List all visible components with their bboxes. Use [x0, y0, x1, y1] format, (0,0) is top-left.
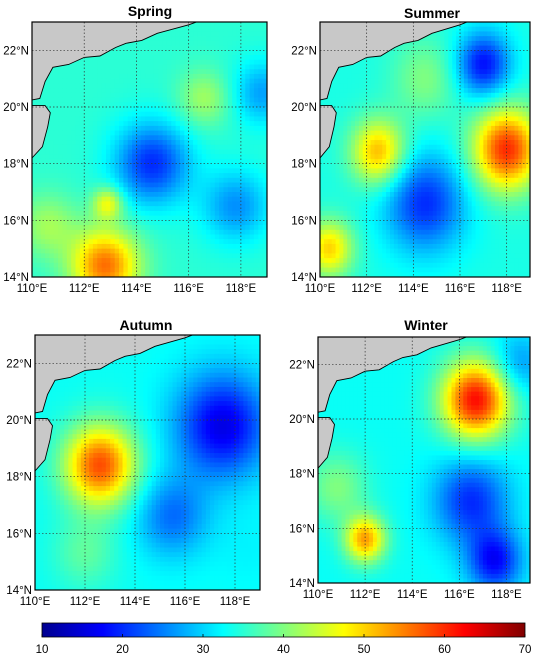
x-tick-label: 116°E: [445, 283, 476, 295]
x-tick-label: 116°E: [444, 589, 475, 601]
hainan-island: [320, 105, 337, 159]
y-tick-label: 18°N: [6, 472, 32, 484]
map-panel-autumn: 110°E 112°E 114°E 116°E 118°E 14°N 16°N 18°N 20°…: [6, 317, 261, 608]
x-tick-label: 116°E: [173, 283, 204, 295]
x-tick-label: 114°E: [120, 596, 151, 608]
x-tick-label: 118°E: [491, 589, 522, 601]
colorbar-tick-label: 20: [116, 644, 129, 656]
x-tick-label: 112°E: [69, 283, 100, 295]
x-tick-label: 118°E: [226, 283, 257, 295]
map-panel-spring: 110°E 112°E 114°E 116°E 118°E 14°N 16°N 18°N 20°…: [3, 3, 268, 295]
x-tick-label: 110°E: [17, 283, 48, 295]
map-frame: [317, 336, 531, 584]
map-frame: [319, 21, 531, 278]
x-tick-label: 112°E: [350, 589, 381, 601]
x-tick-label: 118°E: [491, 283, 522, 295]
y-tick-label: 18°N: [291, 159, 317, 171]
map-panels: 110°E 112°E 114°E 116°E 118°E 14°N 16°N 18°N 20°…: [3, 3, 531, 608]
y-tick-label: 14°N: [289, 578, 315, 590]
y-tick-label: 20°N: [289, 414, 315, 426]
y-tick-label: 22°N: [289, 359, 315, 371]
map-frame: [34, 334, 261, 591]
x-tick-label: 110°E: [20, 596, 51, 608]
y-tick-label: 22°N: [6, 358, 32, 370]
y-tick-label: 20°N: [6, 415, 32, 427]
y-tick-label: 20°N: [291, 102, 317, 114]
x-tick-label: 114°E: [398, 283, 429, 295]
land-mass: [320, 22, 530, 101]
x-tick-label: 110°E: [303, 589, 334, 601]
colorbar-tick-label: 10: [36, 644, 49, 656]
land-mass: [318, 337, 530, 413]
y-tick-label: 22°N: [3, 45, 29, 57]
colorbar: 10 20 30 40 50 60 70: [36, 622, 532, 656]
panel-title: Spring: [128, 3, 172, 19]
hainan-island: [35, 418, 53, 472]
hainan-island: [32, 105, 51, 159]
x-tick-label: 114°E: [121, 283, 152, 295]
hainan-island: [318, 417, 335, 469]
colorbar-tick-label: 50: [358, 644, 371, 656]
y-tick-label: 18°N: [3, 159, 29, 171]
y-tick-label: 14°N: [3, 272, 29, 284]
colorbar-tick-label: 30: [197, 644, 210, 656]
y-tick-label: 16°N: [6, 528, 32, 540]
x-tick-label: 118°E: [220, 596, 251, 608]
colorbar-tick-label: 70: [519, 644, 532, 656]
colorbar-tick-label: 60: [438, 644, 451, 656]
x-tick-label: 116°E: [170, 596, 201, 608]
colorbar-ticks: 10 20 30 40 50 60 70: [36, 634, 532, 656]
map-frame: [31, 21, 268, 278]
colorbar-tick-label: 40: [277, 644, 290, 656]
x-tick-label: 112°E: [351, 283, 382, 295]
x-tick-label: 114°E: [397, 589, 428, 601]
graticule: [31, 22, 267, 278]
y-tick-label: 22°N: [291, 45, 317, 57]
y-tick-label: 16°N: [289, 523, 315, 535]
land-mass: [35, 335, 260, 414]
heatmap-field: [35, 335, 260, 590]
y-tick-label: 20°N: [3, 102, 29, 114]
y-tick-label: 18°N: [289, 469, 315, 481]
y-tick-label: 16°N: [3, 215, 29, 227]
land-mass: [32, 22, 267, 101]
y-tick-label: 14°N: [6, 585, 32, 597]
x-tick-label: 110°E: [305, 283, 336, 295]
panel-title: Summer: [404, 5, 461, 21]
y-tick-label: 16°N: [291, 215, 317, 227]
map-panel-summer: 110°E 112°E 114°E 116°E 118°E 14°N 16°N 18°N 20°…: [291, 5, 531, 295]
panel-title: Autumn: [120, 317, 173, 333]
map-panel-winter: 110°E 112°E 114°E 116°E 118°E 14°N 16°N 18°N 20°…: [289, 317, 531, 601]
y-tick-label: 14°N: [291, 272, 317, 284]
panel-title: Winter: [404, 317, 448, 333]
x-tick-label: 112°E: [70, 596, 101, 608]
